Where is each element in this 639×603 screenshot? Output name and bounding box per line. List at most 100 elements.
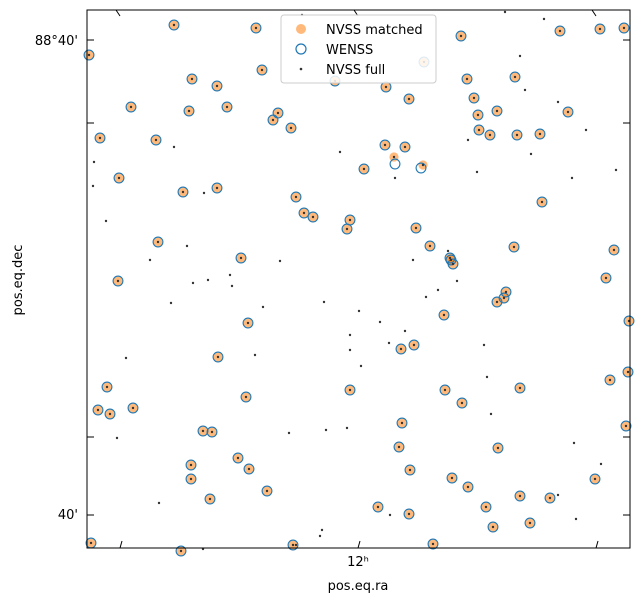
nvss-full-point	[476, 113, 480, 117]
nvss-full-point	[465, 77, 469, 81]
wenss-point	[620, 420, 632, 432]
wenss-point	[473, 124, 485, 136]
wenss-point	[221, 101, 233, 113]
wenss-point	[396, 417, 408, 429]
wenss-point	[455, 30, 467, 42]
nvss-full-point	[129, 105, 133, 109]
nvss-full-point	[466, 138, 470, 142]
nvss-full-point	[538, 132, 542, 136]
wenss-point	[415, 162, 427, 174]
wenss-point	[185, 459, 197, 471]
wenss-point	[212, 351, 224, 363]
nvss-full-point	[556, 493, 560, 497]
wenss-point	[250, 22, 262, 34]
nvss-full-point	[572, 441, 576, 445]
nvss-full-point	[181, 190, 185, 194]
nvss-full-point	[495, 300, 499, 304]
nvss-full-point	[599, 462, 603, 466]
wenss-point	[285, 122, 297, 134]
nvss-full-point	[556, 100, 560, 104]
nvss-full-point	[393, 176, 397, 180]
nvss-full-point	[518, 494, 522, 498]
nvss-full-point	[392, 155, 396, 159]
nvss-full-point	[449, 258, 453, 262]
wenss-point	[358, 163, 370, 175]
nvss-full-point	[407, 97, 411, 101]
nvss-full-point	[294, 195, 298, 199]
nvss-full-point	[230, 284, 234, 288]
nvss-full-point	[169, 301, 173, 305]
nvss-full-point	[289, 126, 293, 130]
wenss-point	[399, 141, 411, 153]
wenss-point	[456, 397, 468, 409]
nvss-full-point	[428, 244, 432, 248]
nvss-full-point	[294, 543, 298, 547]
wenss-point	[92, 404, 104, 416]
nvss-full-point	[254, 26, 258, 30]
nvss-full-point	[484, 505, 488, 509]
wenss-point	[410, 222, 422, 234]
nvss-full-point	[451, 262, 455, 266]
wenss-point	[240, 391, 252, 403]
wenss-point	[197, 425, 209, 437]
nvss-full-point	[518, 386, 522, 390]
nvss-full-point	[206, 278, 210, 282]
points-layer	[83, 10, 635, 557]
nvss-full-point	[189, 463, 193, 467]
nvss-full-point	[436, 288, 440, 292]
nvss-full-point	[278, 259, 282, 263]
nvss-full-point	[357, 309, 361, 313]
nvss-full-point	[265, 489, 269, 493]
nvss-full-point	[608, 378, 612, 382]
wenss-point	[379, 139, 391, 151]
nvss-full-point	[322, 300, 326, 304]
nvss-full-point	[338, 150, 342, 154]
nvss-full-point	[154, 138, 158, 142]
nvss-full-point	[424, 295, 428, 299]
nvss-full-point	[89, 541, 93, 545]
nvss-full-point	[191, 281, 195, 285]
nvss-full-point	[345, 426, 349, 430]
wenss-point	[403, 93, 415, 105]
nvss-full-point	[403, 329, 407, 333]
nvss-full-point	[482, 343, 486, 347]
nvss-full-point	[515, 133, 519, 137]
nvss-full-point	[287, 431, 291, 435]
x-tick-bottom-1	[357, 540, 361, 549]
wenss-point	[500, 286, 512, 298]
nvss-full-point	[131, 406, 135, 410]
nvss-full-point	[98, 136, 102, 140]
nvss-full-point	[115, 436, 119, 440]
nvss-full-point	[491, 525, 495, 529]
nvss-full-point	[513, 75, 517, 79]
nvss-full-point	[566, 110, 570, 114]
nvss-full-point	[210, 430, 214, 434]
nvss-full-point	[104, 219, 108, 223]
nvss-full-point	[614, 168, 618, 172]
wenss-point	[211, 182, 223, 194]
wenss-point	[623, 315, 635, 327]
wenss-point	[298, 207, 310, 219]
wenss-point	[608, 244, 620, 256]
nvss-full-point	[412, 343, 416, 347]
nvss-full-point	[397, 445, 401, 449]
nvss-full-point	[548, 496, 552, 500]
nvss-full-point	[124, 356, 128, 360]
nvss-full-point	[542, 17, 546, 21]
nvss-full-point	[407, 512, 411, 516]
nvss-full-point	[318, 534, 322, 538]
wenss-point	[480, 501, 492, 513]
nvss-full-point	[362, 167, 366, 171]
x-tick-bottom-2	[595, 540, 599, 549]
wenss-point	[487, 521, 499, 533]
nvss-full-point	[247, 467, 251, 471]
wenss-point	[186, 73, 198, 85]
nvss-full-point	[260, 68, 264, 72]
nvss-full-point	[485, 375, 489, 379]
nvss-full-point	[518, 54, 522, 58]
wenss-point	[261, 485, 273, 497]
wenss-point	[622, 366, 634, 378]
nvss-full-point	[399, 347, 403, 351]
nvss-full-point	[246, 321, 250, 325]
